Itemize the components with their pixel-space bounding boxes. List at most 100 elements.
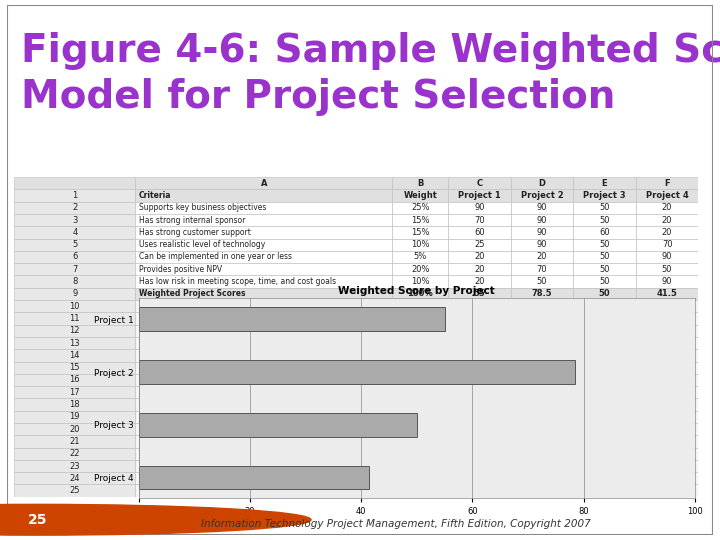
Text: Weight: Weight	[403, 191, 437, 200]
Bar	[14, 349, 135, 361]
Bar	[14, 201, 135, 214]
Bar	[392, 177, 448, 190]
Text: Has strong customer support: Has strong customer support	[138, 228, 251, 237]
Text: Uses realistic level of technology: Uses realistic level of technology	[138, 240, 265, 249]
Bar	[135, 201, 392, 214]
Bar	[135, 275, 392, 288]
Bar	[392, 251, 448, 263]
Bar	[14, 484, 135, 497]
Bar	[135, 337, 698, 349]
Text: 20%: 20%	[411, 265, 430, 274]
Text: F: F	[665, 179, 670, 188]
Bar	[636, 275, 698, 288]
Text: 20: 20	[662, 203, 672, 212]
Text: Can be implemented in one year or less: Can be implemented in one year or less	[138, 253, 292, 261]
Text: 3: 3	[72, 215, 78, 225]
Bar	[14, 177, 135, 190]
Bar	[448, 251, 510, 263]
Text: 90: 90	[536, 215, 547, 225]
Bar	[14, 386, 135, 399]
Text: Project 4: Project 4	[646, 191, 688, 200]
Text: 8: 8	[72, 277, 78, 286]
Text: 50: 50	[599, 277, 610, 286]
Bar	[135, 386, 698, 399]
Bar	[14, 411, 135, 423]
Text: 25: 25	[27, 513, 48, 526]
Bar	[392, 226, 448, 239]
Bar	[14, 275, 135, 288]
Bar	[392, 214, 448, 226]
Bar	[14, 263, 135, 275]
Bar	[138, 413, 417, 437]
Text: 60: 60	[474, 228, 485, 237]
Text: 25: 25	[70, 486, 80, 495]
Text: 60: 60	[599, 228, 610, 237]
Text: 50: 50	[599, 240, 610, 249]
Bar	[573, 239, 636, 251]
Bar	[14, 435, 135, 448]
Text: 20: 20	[474, 253, 485, 261]
Bar	[135, 251, 392, 263]
Bar	[14, 300, 135, 312]
Bar	[448, 177, 510, 190]
Bar	[448, 263, 510, 275]
Text: 70: 70	[474, 215, 485, 225]
Text: 20: 20	[536, 253, 547, 261]
Text: 26: 26	[69, 498, 80, 508]
Bar	[14, 337, 135, 349]
Bar	[14, 497, 135, 509]
Text: 50: 50	[536, 277, 547, 286]
Bar	[135, 361, 698, 374]
Text: Figure 4-6: Sample Weighted Scoring
Model for Project Selection: Figure 4-6: Sample Weighted Scoring Mode…	[22, 32, 720, 116]
Bar	[138, 465, 369, 489]
Bar	[510, 288, 573, 300]
Bar	[14, 361, 135, 374]
Bar	[14, 325, 135, 337]
Text: Provides positive NPV: Provides positive NPV	[138, 265, 222, 274]
Text: 78.5: 78.5	[531, 289, 552, 298]
Text: Criteria: Criteria	[138, 191, 171, 200]
Bar	[510, 251, 573, 263]
Bar	[510, 239, 573, 251]
Text: 90: 90	[536, 240, 547, 249]
Text: E: E	[602, 179, 608, 188]
Bar	[392, 190, 448, 201]
Bar	[510, 214, 573, 226]
Bar	[573, 201, 636, 214]
Text: 20: 20	[662, 228, 672, 237]
Text: 25%: 25%	[411, 203, 430, 212]
Text: 21: 21	[70, 437, 80, 446]
Bar	[636, 177, 698, 190]
Text: 50: 50	[599, 253, 610, 261]
Bar	[510, 275, 573, 288]
Text: 50: 50	[599, 203, 610, 212]
Bar	[510, 201, 573, 214]
Bar	[573, 275, 636, 288]
Bar	[135, 190, 392, 201]
Text: 16: 16	[69, 375, 80, 384]
Bar	[14, 472, 135, 484]
Text: 50: 50	[599, 215, 610, 225]
Bar	[135, 435, 698, 448]
Circle shape	[0, 504, 311, 535]
Text: 1: 1	[72, 191, 78, 200]
Bar	[448, 214, 510, 226]
Bar	[14, 226, 135, 239]
Text: 23: 23	[69, 462, 80, 470]
Text: Has strong internal sponsor: Has strong internal sponsor	[138, 215, 245, 225]
Text: B: B	[417, 179, 423, 188]
Bar	[510, 190, 573, 201]
Text: Has low risk in meeting scope, time, and cost goals: Has low risk in meeting scope, time, and…	[138, 277, 336, 286]
Bar	[510, 226, 573, 239]
Bar	[135, 288, 392, 300]
Bar	[636, 263, 698, 275]
Bar	[14, 374, 135, 386]
Bar	[636, 214, 698, 226]
Bar	[135, 312, 698, 325]
Text: 6: 6	[72, 253, 78, 261]
Bar	[14, 399, 135, 411]
Bar	[14, 423, 135, 435]
Bar	[135, 349, 698, 361]
Bar	[573, 214, 636, 226]
Text: 50: 50	[599, 289, 611, 298]
